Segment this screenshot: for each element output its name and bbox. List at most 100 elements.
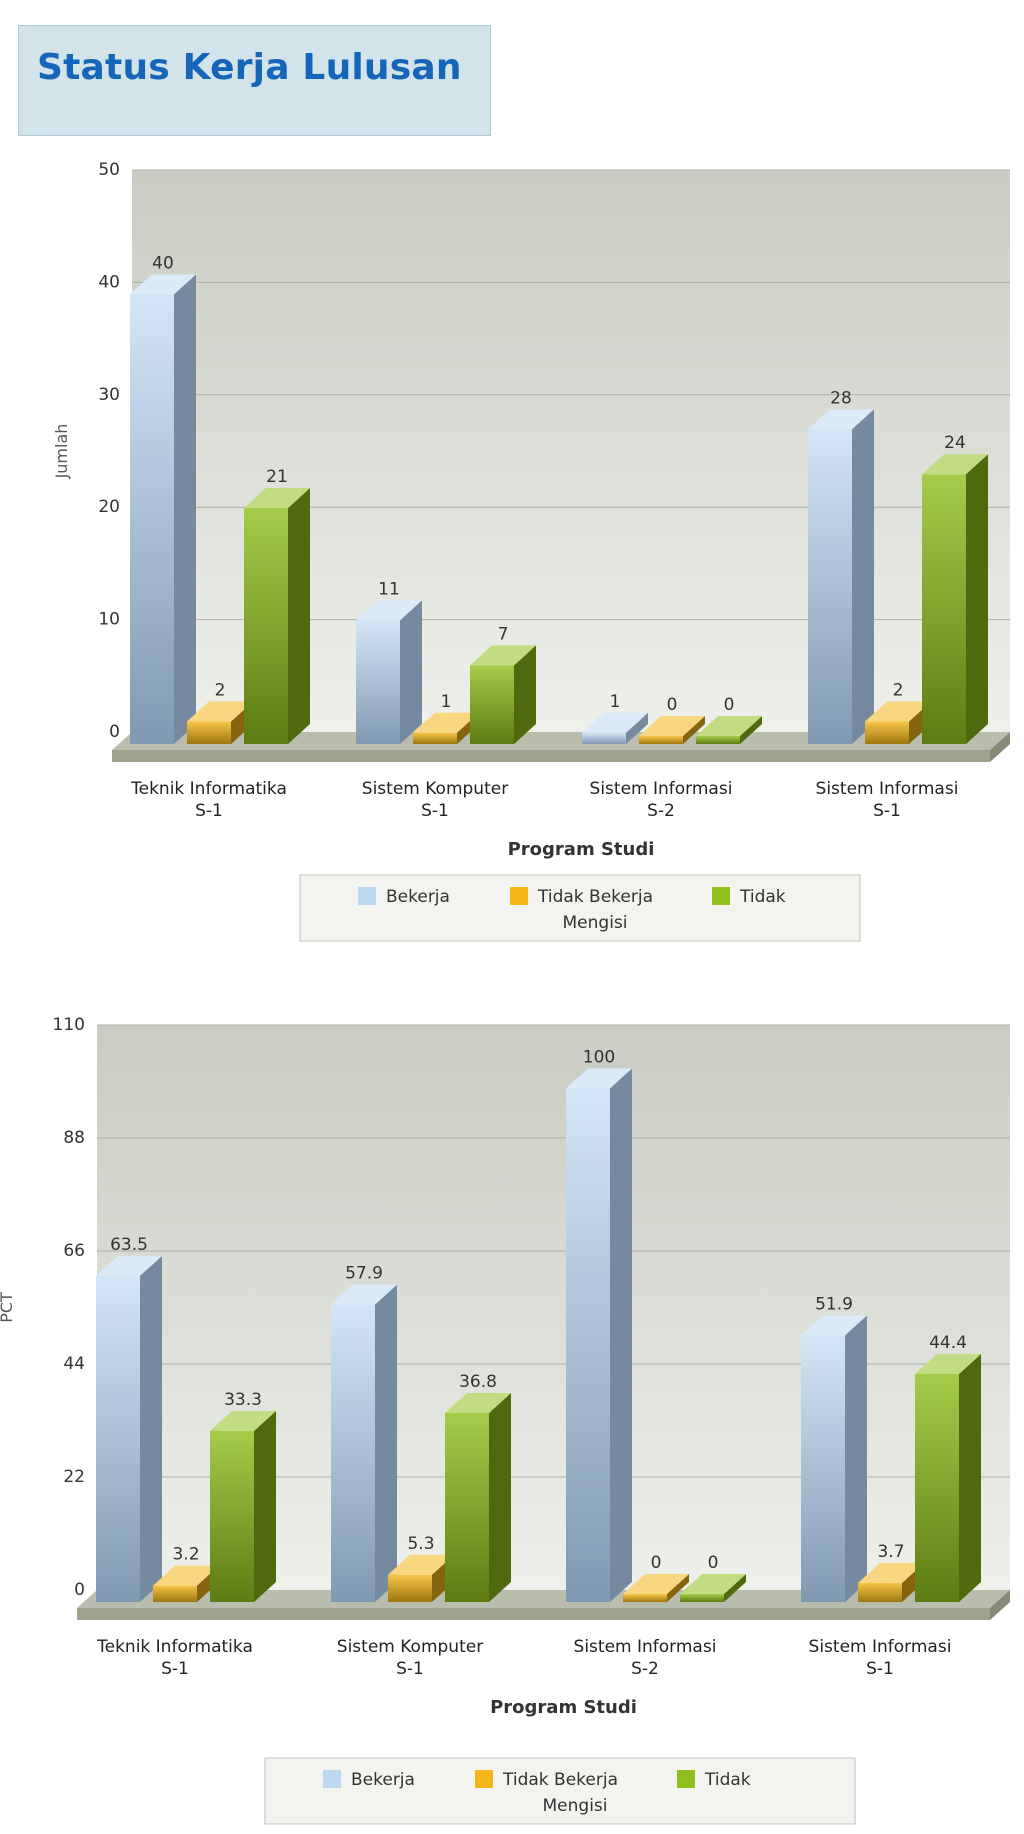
bar-top xyxy=(582,712,648,733)
bar-side xyxy=(724,1574,746,1602)
legend-label: Mengisi xyxy=(543,1796,608,1816)
bar xyxy=(244,487,310,744)
bar-front xyxy=(187,721,231,744)
y-tick-label: 50 xyxy=(98,160,120,180)
bar-front xyxy=(470,665,514,744)
category-label: S-2 xyxy=(647,801,675,821)
bar-side xyxy=(489,1392,511,1602)
title-box: Status Kerja Lulusan xyxy=(18,25,491,136)
data-label: 36.8 xyxy=(459,1372,497,1392)
category-label: S-1 xyxy=(195,801,223,821)
floor-top xyxy=(77,1590,1010,1608)
bar-front xyxy=(445,1412,489,1602)
y-tick-label: 40 xyxy=(98,272,120,292)
bar xyxy=(187,701,253,744)
bar-top xyxy=(696,716,762,736)
bar-side xyxy=(375,1284,397,1602)
bar-front xyxy=(566,1088,610,1602)
data-label: 5.3 xyxy=(407,1534,434,1554)
bar xyxy=(801,1315,867,1602)
legend-swatch xyxy=(323,1770,341,1788)
data-label: 57.9 xyxy=(345,1264,383,1284)
bar-side xyxy=(400,600,422,744)
data-label: 0 xyxy=(651,1553,662,1573)
legend-label: Bekerja xyxy=(386,887,450,907)
y-tick-label: 0 xyxy=(74,1580,85,1600)
category-label: S-2 xyxy=(631,1659,659,1679)
category-label: Teknik Informatika xyxy=(96,1637,253,1657)
data-label: 0 xyxy=(708,1553,719,1573)
category-label: Sistem Komputer xyxy=(337,1637,483,1657)
bar-top xyxy=(858,1562,924,1583)
bar-top xyxy=(96,1255,162,1276)
data-label: 44.4 xyxy=(929,1333,967,1353)
legend-label: Tidak xyxy=(704,1770,751,1790)
bar-front xyxy=(808,429,852,744)
legend-box xyxy=(299,874,861,942)
data-label: 1 xyxy=(441,692,452,712)
category-label: S-1 xyxy=(866,1659,894,1679)
bar-side xyxy=(514,645,536,744)
y-tick-label: 30 xyxy=(98,385,120,405)
data-label: 3.2 xyxy=(172,1545,199,1565)
bar-top xyxy=(130,274,196,295)
bar-top xyxy=(413,712,479,733)
bar-top xyxy=(808,409,874,430)
bar-front xyxy=(388,1574,432,1602)
bar-front xyxy=(696,736,740,744)
bar-side xyxy=(959,1353,981,1602)
bar-front xyxy=(356,620,400,744)
bar-top xyxy=(639,716,705,736)
bar-front xyxy=(130,294,174,744)
data-label: 3.7 xyxy=(877,1542,904,1562)
legend-swatch xyxy=(475,1770,493,1788)
floor-front xyxy=(77,1608,990,1620)
category-label: Sistem Informasi xyxy=(590,779,733,799)
x-axis-label: Program Studi xyxy=(508,839,655,860)
data-label: 28 xyxy=(830,388,852,408)
bar-top xyxy=(922,454,988,475)
bar-top xyxy=(566,1068,632,1089)
bar-side xyxy=(610,1068,632,1602)
legend-label: Tidak Bekerja xyxy=(537,887,653,907)
category-label: Sistem Komputer xyxy=(362,779,508,799)
data-label: 0 xyxy=(667,695,678,715)
bar-side xyxy=(667,1574,689,1602)
x-axis-label: Program Studi xyxy=(490,1697,637,1718)
bar-front xyxy=(210,1430,254,1602)
bar-top xyxy=(680,1574,746,1594)
bar-front xyxy=(639,736,683,744)
bar-front xyxy=(865,721,909,744)
category-label: S-1 xyxy=(421,801,449,821)
category-label: S-1 xyxy=(161,1659,189,1679)
data-label: 1 xyxy=(610,692,621,712)
bar xyxy=(582,712,648,744)
bar-top xyxy=(210,1410,276,1431)
bar xyxy=(130,274,196,744)
bar xyxy=(680,1574,746,1602)
bar-top xyxy=(470,645,536,666)
data-label: 63.5 xyxy=(110,1235,148,1255)
bar-top xyxy=(187,701,253,722)
data-label: 33.3 xyxy=(224,1390,262,1410)
bar xyxy=(470,645,536,744)
y-tick-label: 88 xyxy=(63,1128,85,1148)
bar-front xyxy=(858,1582,902,1602)
legend-swatch xyxy=(677,1770,695,1788)
y-tick-label: 44 xyxy=(63,1354,85,1374)
bar-side xyxy=(254,1410,276,1602)
legend-label: Tidak xyxy=(739,887,786,907)
bar xyxy=(96,1255,162,1602)
bar-front xyxy=(623,1594,667,1602)
bar-front xyxy=(922,474,966,744)
bar-top xyxy=(865,701,931,722)
bar-side xyxy=(288,487,310,744)
data-label: 40 xyxy=(152,253,174,273)
bar-front xyxy=(331,1304,375,1602)
y-tick-label: 66 xyxy=(63,1241,85,1261)
bar-top xyxy=(915,1353,981,1374)
bar-front xyxy=(915,1373,959,1602)
data-label: 2 xyxy=(215,681,226,701)
floor-front xyxy=(112,750,990,762)
